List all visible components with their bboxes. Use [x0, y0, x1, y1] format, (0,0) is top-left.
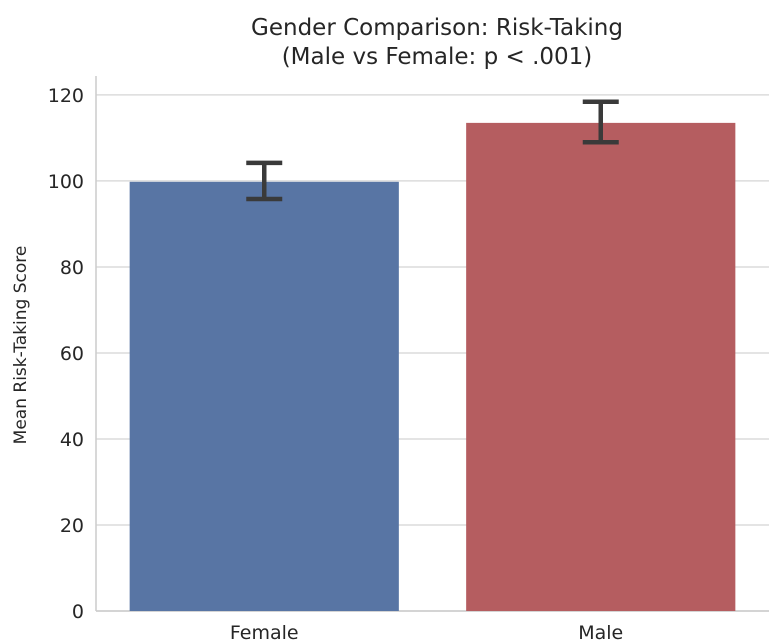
- x-tick-label: Male: [578, 622, 623, 643]
- chart-title: Gender Comparison: Risk-Taking: [251, 15, 623, 41]
- y-tick-label: 80: [60, 257, 84, 279]
- y-tick-label: 60: [60, 343, 84, 365]
- y-tick-label: 20: [60, 515, 84, 537]
- error-bar-male: [582, 99, 619, 145]
- y-tick-labels: 0 20 40 60 80 100 120: [48, 85, 84, 623]
- x-tick-label: Female: [230, 622, 299, 643]
- bar-female: [129, 181, 399, 611]
- bars: [129, 122, 736, 611]
- chart-subtitle: (Male vs Female: p < .001): [282, 44, 593, 70]
- bar-male: [466, 122, 736, 611]
- y-tick-label: 40: [60, 429, 84, 451]
- y-axis-label: Mean Risk-Taking Score: [11, 246, 31, 445]
- x-tick-labels: Female Male: [230, 622, 623, 643]
- y-tick-label: 0: [72, 601, 84, 623]
- error-bar-female: [246, 160, 283, 202]
- error-bars: [246, 99, 619, 202]
- y-tick-label: 100: [48, 171, 84, 193]
- y-tick-label: 120: [48, 85, 84, 107]
